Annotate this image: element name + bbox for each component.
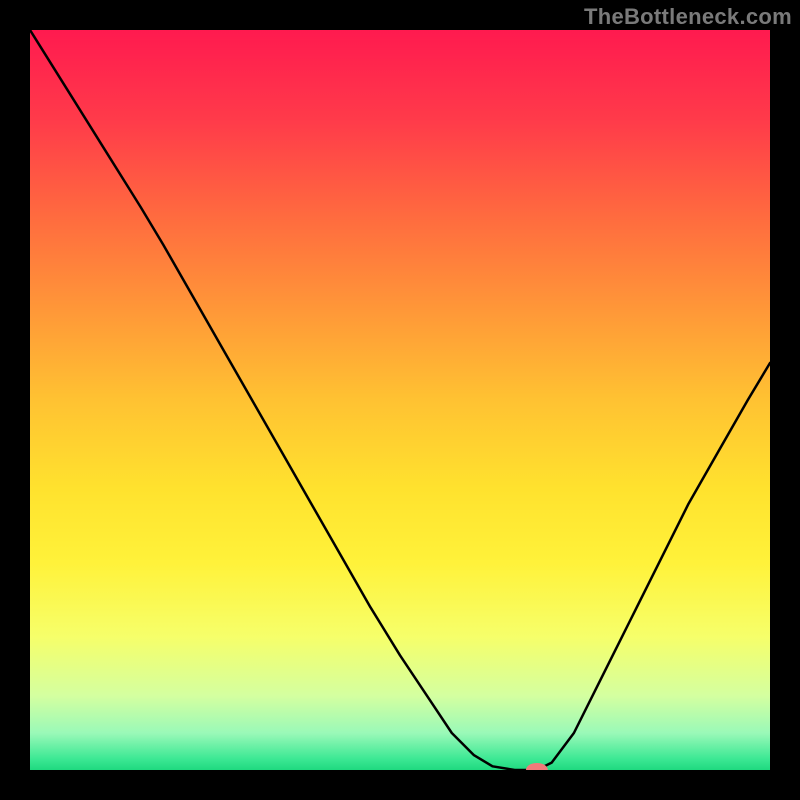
gradient-background bbox=[30, 30, 770, 770]
chart-container: TheBottleneck.com bbox=[0, 0, 800, 800]
plot-area bbox=[30, 30, 770, 770]
bottleneck-curve-chart bbox=[30, 30, 770, 770]
watermark-text: TheBottleneck.com bbox=[584, 4, 792, 30]
